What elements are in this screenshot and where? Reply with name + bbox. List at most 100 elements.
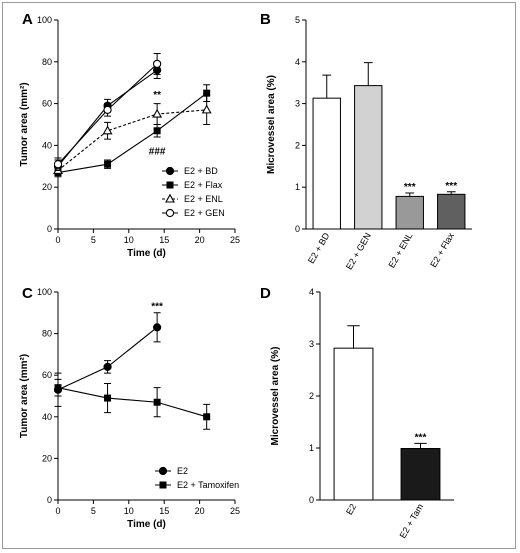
bar-b-e2-enl [395, 195, 424, 230]
legend-marker-a-e2-gen [165, 208, 175, 218]
legend-label-c-e2-tamoxifen: E2 + Tamoxifen [177, 480, 239, 490]
category-label-b-e2-bd: E2 + BD [306, 231, 332, 266]
y-axis-title-a: Tumor area (mm²) [19, 82, 30, 166]
y-tick-label-c-80: 80 [42, 329, 52, 339]
x-tick-label-a-20: 20 [195, 235, 205, 245]
legend-label-a-e2-flax: E2 + Flax [184, 180, 223, 190]
x-tick-label-a-5: 5 [91, 235, 96, 245]
x-tick-label-a-10: 10 [124, 235, 134, 245]
bar-b-e2-bd [312, 97, 341, 230]
y-tick-label-d-4: 4 [309, 287, 314, 297]
y-tick-label-c-100: 100 [37, 287, 52, 297]
panel-c-line-chart: C 0 20 40 60 80 100 Tumor area (mm²) 0 5 10 15 20 25 T… [19, 285, 240, 530]
legend-marker-a-e2-enl [165, 193, 175, 203]
panel-label-c: C [22, 285, 33, 302]
data-point-a-e2-enl-2 [152, 108, 163, 118]
data-point-a-e2-flax-2 [153, 127, 161, 135]
category-label-b-e2-gen: E2 + GEN [344, 231, 373, 271]
significance-annotation-a-0: ** [153, 90, 161, 101]
data-point-a-e2-enl-3 [201, 104, 212, 114]
y-tick-label-a-80: 80 [42, 57, 52, 67]
x-tick-label-a-15: 15 [159, 235, 169, 245]
legend-marker-c-e2 [158, 466, 168, 476]
bar-b-e2-flax [437, 193, 466, 230]
significance-annotation-b-e2-enl: *** [404, 182, 416, 193]
legend-marker-c-e2-tamoxifen [159, 481, 167, 489]
x-axis-title-a: Time (d) [127, 248, 166, 259]
series-line-c-e2 [57, 326, 158, 391]
significance-annotation-d-e2-tam: *** [415, 432, 427, 443]
y-axis-title-d: Microvessel area (%) [270, 347, 281, 446]
data-point-a-e2-gen-0 [53, 160, 63, 169]
error-bar-d-e2-tam [414, 442, 427, 449]
y-tick-label-b-1: 1 [295, 182, 300, 192]
y-tick-label-b-3: 3 [295, 99, 300, 109]
y-tick-label-d-0: 0 [309, 495, 314, 505]
error-bar-d-e2 [347, 325, 360, 349]
y-tick-label-c-40: 40 [42, 412, 52, 422]
bar-b-e2-gen [354, 85, 383, 230]
data-point-a-e2-gen-2 [152, 59, 162, 69]
series-line-a-e2-flax [57, 92, 208, 174]
y-tick-label-b-0: 0 [295, 224, 300, 234]
y-tick-label-b-5: 5 [295, 15, 300, 25]
category-label-b-e2-flax: E2 + Flax [428, 231, 456, 270]
y-tick-label-c-60: 60 [42, 370, 52, 380]
x-tick-label-c-25: 25 [230, 506, 240, 516]
data-point-c-e2-2 [153, 323, 162, 332]
legend-label-a-e2-enl: E2 + ENL [184, 194, 223, 204]
error-bar-b-e2-bd [322, 74, 332, 99]
data-point-a-e2-flax-3 [203, 89, 211, 97]
bar-d-e2 [333, 347, 374, 501]
y-tick-label-a-40: 40 [42, 140, 52, 150]
legend-label-a-e2-gen: E2 + GEN [184, 208, 225, 218]
error-bar-b-e2-flax [446, 191, 456, 195]
x-tick-label-c-0: 0 [55, 506, 60, 516]
y-tick-label-d-1: 1 [309, 443, 314, 453]
panel-label-a: A [22, 11, 33, 28]
y-tick-label-b-2: 2 [295, 140, 300, 150]
error-bar-b-e2-gen [363, 62, 373, 86]
data-point-c-e2-tamoxifen-3 [203, 413, 211, 421]
legend-marker-a-e2-flax [166, 181, 174, 189]
data-point-c-e2-tamoxifen-0 [54, 384, 62, 392]
y-tick-label-d-3: 3 [309, 339, 314, 349]
y-tick-label-c-0: 0 [47, 495, 52, 505]
panel-b-bar-chart: B 0 1 2 3 4 5 Microvessel area (%) E2 + BD E2 + G… [260, 11, 472, 271]
y-tick-label-a-0: 0 [47, 224, 52, 234]
panel-a-line-chart: A 0 20 40 60 80 100 Tumor area (mm²) 0 5 10 15 20 25 T… [19, 11, 240, 259]
y-tick-label-a-20: 20 [42, 182, 52, 192]
y-tick-label-c-20: 20 [42, 453, 52, 463]
significance-annotation-b-e2-flax: *** [445, 181, 457, 192]
y-tick-label-a-60: 60 [42, 99, 52, 109]
panel-label-d: D [260, 285, 271, 302]
error-bar-b-e2-enl [405, 192, 415, 197]
x-tick-label-a-0: 0 [55, 235, 60, 245]
data-point-c-e2-tamoxifen-2 [153, 398, 161, 406]
y-tick-label-a-100: 100 [37, 15, 52, 25]
panel-d-bar-chart: D 0 1 2 3 4 Microvessel area (%) E2 *** E2 + Tam [260, 285, 454, 540]
panel-label-b: B [260, 11, 271, 28]
significance-annotation-a-1: ### [149, 147, 166, 158]
x-tick-label-c-10: 10 [124, 506, 134, 516]
data-point-a-e2-enl-1 [102, 125, 113, 135]
legend-label-c-e2: E2 [177, 466, 188, 476]
bar-d-e2-tam [400, 448, 441, 501]
x-tick-label-c-5: 5 [91, 506, 96, 516]
category-label-d-e2: E2 [344, 502, 358, 517]
category-label-d-e2-tam: E2 + Tam [398, 502, 426, 540]
y-axis-title-b: Microvessel area (%) [266, 75, 277, 174]
legend-marker-a-e2-bd [165, 166, 175, 176]
x-axis-title-c: Time (d) [127, 519, 166, 530]
data-point-c-e2-tamoxifen-1 [104, 394, 112, 402]
x-tick-label-c-15: 15 [159, 506, 169, 516]
data-point-a-e2-flax-1 [104, 160, 112, 168]
series-line-a-e2-bd [57, 69, 158, 167]
x-tick-label-a-25: 25 [230, 235, 240, 245]
series-line-c-e2-tamoxifen [57, 387, 207, 418]
data-point-a-e2-gen-1 [103, 105, 112, 115]
y-axis-title-c: Tumor area (mm²) [19, 354, 30, 438]
series-line-a-e2-enl [57, 109, 207, 171]
data-point-c-e2-1 [103, 362, 112, 371]
